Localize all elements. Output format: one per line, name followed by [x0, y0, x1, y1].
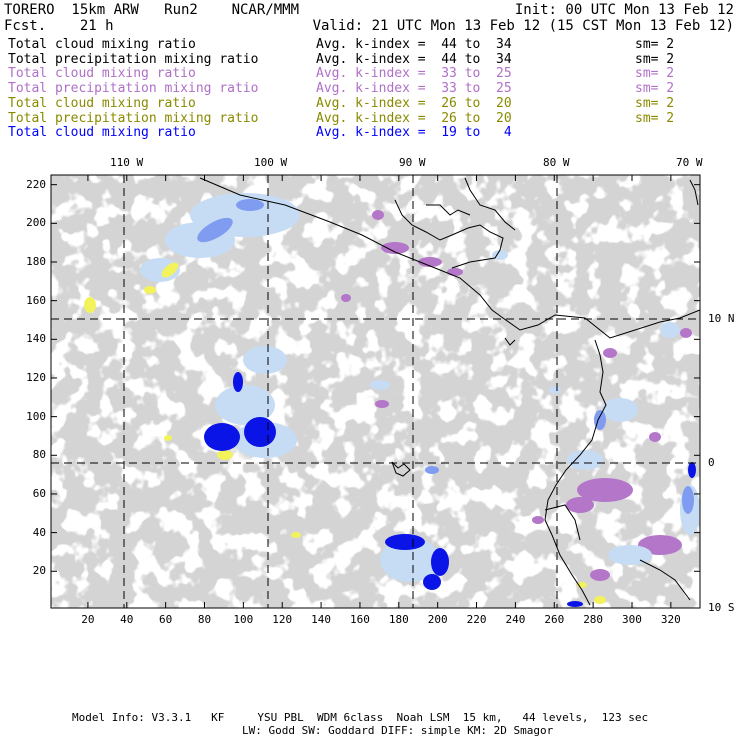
x-tick-label-3: 80 — [197, 613, 212, 626]
legend-sm-1: sm= 2 — [635, 51, 675, 67]
lon-label-0: 110 W — [110, 156, 144, 169]
x-tick-label-10: 220 — [466, 613, 487, 626]
axis-ticks — [51, 175, 700, 608]
init-time: Init: 00 UTC Mon 13 Feb 12 — [514, 2, 734, 18]
lon-label-2: 90 W — [399, 156, 426, 169]
legend-field-1: Total precipitation mixing ratio — [8, 51, 259, 67]
legend-range-2: Avg. k-index = 33 to 25 — [316, 66, 512, 82]
legend-field-0: Total cloud mixing ratio — [8, 37, 196, 52]
legend-sm-0: sm= 2 — [635, 37, 675, 52]
y-tick-label-2: 60 — [32, 486, 46, 500]
legend-range-4: Avg. k-index = 26 to 20 — [316, 95, 512, 111]
x-tick-label-15: 320 — [660, 613, 681, 626]
x-tick-label-8: 180 — [388, 613, 409, 626]
legend-sm-3: sm= 2 — [635, 81, 675, 97]
model-info: Model Info: V3.3.1 KF YSU PBL WDM 6class… — [72, 711, 649, 724]
legend-field-6: Total cloud mixing ratio — [8, 125, 196, 141]
legend-field-3: Total precipitation mixing ratio — [8, 81, 259, 97]
y-tick-label-1: 40 — [32, 525, 46, 539]
y-tick-label-6: 140 — [26, 332, 46, 346]
x-tick-label-4: 100 — [233, 613, 254, 626]
legend-range-1: Avg. k-index = 44 to 34 — [316, 51, 512, 67]
x-tick-label-9: 200 — [427, 613, 448, 626]
lat-label-0: 10 N — [708, 312, 735, 325]
y-tick-label-5: 120 — [26, 370, 46, 384]
legend-range-3: Avg. k-index = 33 to 25 — [316, 81, 512, 97]
legend-sm-4: sm= 2 — [635, 95, 675, 111]
y-tick-label-9: 200 — [26, 216, 46, 230]
lon-label-3: 80 W — [543, 156, 570, 169]
x-tick-label-2: 60 — [159, 613, 173, 626]
x-tick-label-13: 280 — [583, 613, 604, 626]
legend-range-5: Avg. k-index = 26 to 20 — [316, 110, 512, 126]
valid-time: Valid: 21 UTC Mon 13 Feb 12 (15 CST Mon … — [312, 18, 734, 34]
x-tick-label-14: 300 — [622, 613, 642, 626]
legend-sm-5: sm= 2 — [635, 110, 675, 126]
coastlines — [199, 177, 700, 606]
y-tick-label-7: 160 — [26, 293, 46, 307]
legend-sm-2: sm= 2 — [635, 66, 675, 82]
legend-field-5: Total precipitation mixing ratio — [8, 110, 259, 126]
y-tick-label-4: 100 — [26, 409, 46, 423]
legend-field-2: Total cloud mixing ratio — [8, 66, 196, 82]
x-tick-label-6: 140 — [311, 613, 332, 626]
lon-label-1: 100 W — [254, 156, 288, 169]
forecast-hour: Fcst. 21 h — [4, 18, 114, 34]
plot-frame — [50, 174, 701, 609]
y-tick-label-3: 80 — [32, 448, 46, 462]
x-tick-label-12: 260 — [544, 613, 565, 626]
lat-label-1: 0 — [708, 456, 715, 469]
legend-range-0: Avg. k-index = 44 to 34 — [316, 37, 512, 52]
yellow-patches — [84, 262, 606, 604]
legend-field-4: Total cloud mixing ratio — [8, 95, 196, 111]
y-tick-label-8: 180 — [26, 254, 46, 268]
lat-label-2: 10 S — [708, 601, 735, 614]
x-tick-label-11: 240 — [505, 613, 526, 626]
x-tick-label-7: 160 — [350, 613, 370, 626]
model-title: TORERO 15km ARW Run2 NCAR/MMM — [4, 2, 300, 18]
y-tick-label-0: 20 — [32, 564, 46, 578]
model-physics: LW: Godd SW: Goddard DIFF: simple KM: 2D… — [242, 724, 554, 737]
legend-range-6: Avg. k-index = 19 to 4 — [316, 125, 512, 141]
x-tick-label-0: 20 — [81, 613, 95, 626]
mid-blue-areas — [197, 199, 694, 514]
x-tick-label-1: 40 — [120, 613, 134, 626]
cloud-field — [51, 175, 700, 608]
x-tick-label-5: 120 — [272, 613, 293, 626]
y-tick-label-10: 220 — [26, 177, 46, 191]
lon-label-4: 70 W — [676, 156, 703, 169]
graticule — [51, 175, 700, 608]
